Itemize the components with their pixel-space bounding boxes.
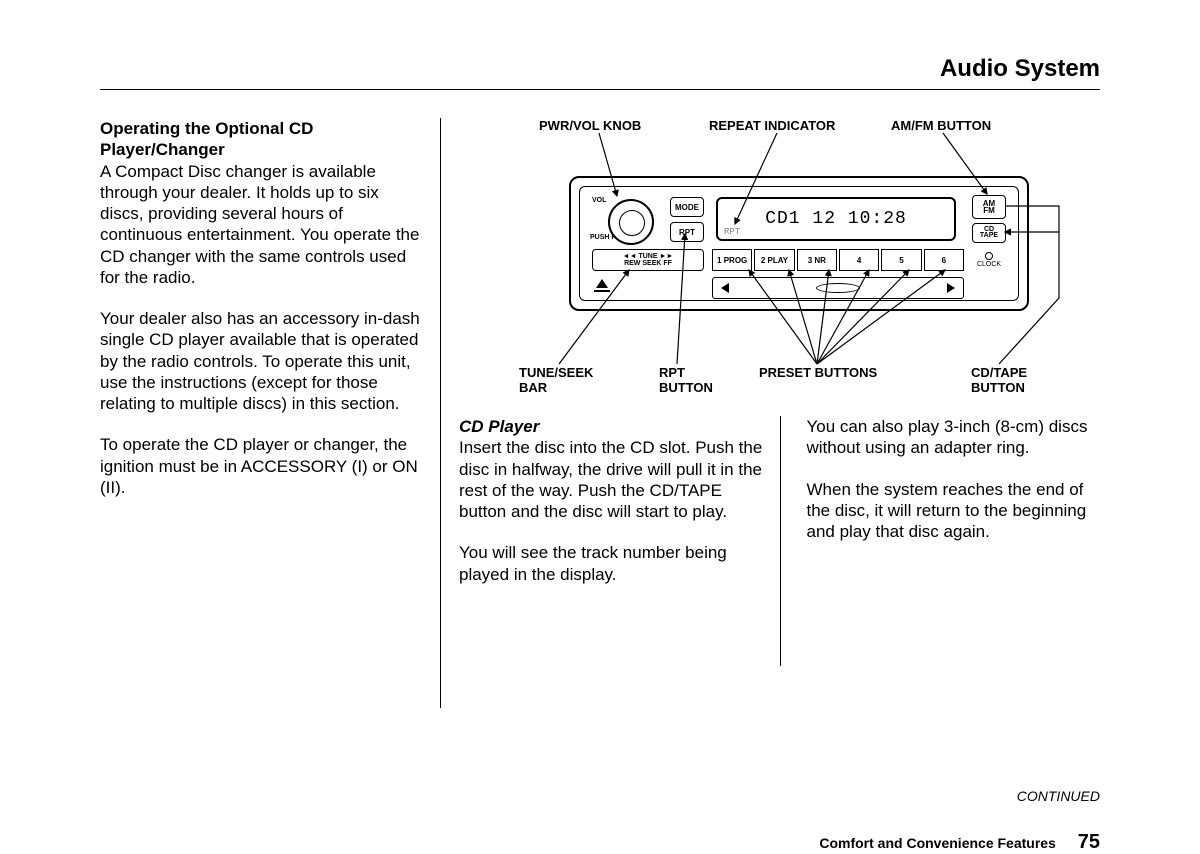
cdtape-bot: TAPE: [980, 233, 998, 239]
cassette-slot: [712, 277, 964, 299]
col1-para-1: A Compact Disc changer is available thro…: [100, 161, 422, 289]
right-para-2: When the system reaches the end of the d…: [807, 479, 1101, 543]
clock-button: CLOCK: [972, 249, 1006, 271]
cd-para-2: You will see the track number being play…: [459, 542, 764, 585]
rpt-button: RPT: [670, 222, 704, 242]
column-1: Operating the Optional CD Player/Changer…: [100, 118, 440, 708]
rewind-icon: [721, 283, 729, 293]
label-preset-buttons: PRESET BUTTONS: [759, 366, 877, 381]
amfm-button: AM FM: [972, 195, 1006, 219]
footer-section: Comfort and Convenience Features: [819, 835, 1056, 851]
label-repeat-indicator: REPEAT INDICATOR: [709, 118, 835, 133]
radio-diagram: PWR/VOL KNOB REPEAT INDICATOR AM/FM BUTT…: [459, 118, 1079, 398]
amfm-bot: FM: [983, 207, 995, 214]
tune-seek-bar: ◄◄ TUNE ►► REW SEEK FF: [592, 249, 704, 271]
cdtape-button: CD TAPE: [972, 223, 1006, 243]
label-amfm-button: AM/FM BUTTON: [891, 118, 991, 133]
col1-para-2: Your dealer also has an accessory in-das…: [100, 308, 422, 414]
knob-label-vol: VOL: [592, 197, 606, 204]
label-tune-seek: TUNE/SEEKBAR: [519, 366, 593, 396]
preset-5: 5: [881, 249, 921, 271]
label-pwr-vol-knob: PWR/VOL KNOB: [539, 118, 641, 133]
preset-4: 4: [839, 249, 879, 271]
section-heading: Operating the Optional CD Player/Changer: [100, 118, 422, 161]
col1-para-3: To operate the CD player or changer, the…: [100, 434, 422, 498]
lcd-text: CD1 12 10:28: [765, 209, 907, 229]
eject-bar: [594, 290, 610, 292]
pwr-vol-knob: [608, 199, 654, 245]
label-rpt-button: RPTBUTTON: [659, 366, 713, 396]
lower-text-columns: CD Player Insert the disc into the CD sl…: [459, 416, 1100, 666]
preset-3: 3 NR: [797, 249, 837, 271]
cd-player-heading: CD Player: [459, 416, 764, 437]
right-para-1: You can also play 3-inch (8-cm) discs wi…: [807, 416, 1101, 459]
tune-bot-row: REW SEEK FF: [624, 260, 672, 267]
page-title: Audio System: [100, 55, 1100, 89]
cd-para-1: Insert the disc into the CD slot. Push t…: [459, 437, 764, 522]
preset-2: 2 PLAY: [754, 249, 794, 271]
clock-label: CLOCK: [977, 261, 1001, 268]
lcd-rpt-indicator: RPT: [724, 227, 740, 237]
ffwd-icon: [947, 283, 955, 293]
tune-top-row: ◄◄ TUNE ►►: [623, 253, 674, 260]
continued-label: CONTINUED: [1017, 788, 1100, 804]
mode-button: MODE: [670, 197, 704, 217]
lcd-display: CD1 12 10:28 RPT: [716, 197, 956, 241]
eject-icon: [596, 279, 608, 288]
preset-1: 1 PROG: [712, 249, 752, 271]
page-footer: Comfort and Convenience Features 75: [819, 831, 1100, 854]
preset-6: 6: [924, 249, 964, 271]
horizontal-rule: [100, 89, 1100, 90]
label-cdtape-button: CD/TAPEBUTTON: [971, 366, 1027, 396]
preset-buttons-row: 1 PROG 2 PLAY 3 NR 4 5 6: [712, 249, 964, 271]
radio-body: VOL PUSH PWR MODE RPT CD1 12 10:28 RPT A…: [569, 176, 1029, 311]
page-number: 75: [1078, 831, 1100, 853]
